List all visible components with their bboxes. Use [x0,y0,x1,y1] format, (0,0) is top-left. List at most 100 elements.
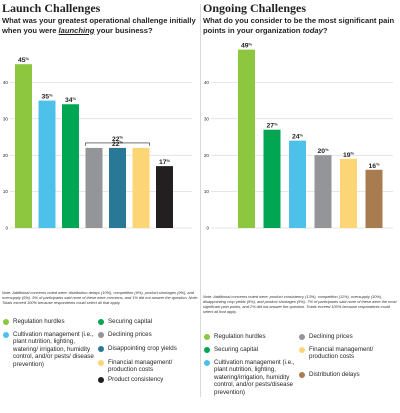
data-label-unit: % [73,96,77,101]
ongoing-note: Note: Additional concerns noted were: pr… [203,294,397,315]
y-tick-label: 40 [3,80,9,85]
launch-note: Note: Additional concerns noted were: di… [2,290,198,306]
ongoing-question-start: What do you consider to be the most sign… [203,16,395,35]
legend-swatch [3,332,9,338]
legend-swatch [98,360,104,366]
data-label: 22% [112,135,124,143]
bar-1 [15,64,32,228]
data-label-unit: % [249,41,253,46]
launch-question: What was your greatest operational chall… [2,16,198,35]
y-tick-label: 10 [204,189,210,194]
legend-swatch [98,332,104,338]
legend-swatch [3,319,9,325]
y-tick-label: 0 [206,226,209,231]
data-label-unit: % [325,147,329,152]
ongoing-question-emphasis: today [302,25,323,35]
data-label-unit: % [351,151,355,156]
legend-label: Disappointing crop yields [108,345,177,352]
legend-swatch [299,334,305,340]
data-label: 20% [317,147,329,155]
legend-label: Declining prices [108,331,152,338]
data-label-unit: % [376,162,380,167]
bar-5 [109,147,126,228]
legend-label: Financial management/ production costs [309,346,374,361]
legend-label: Product consistency [108,376,164,383]
launch-legend-item: Securing capital [98,318,190,325]
bar-3 [289,140,306,228]
ongoing-challenges-panel: Ongoing Challenges What do you consider … [203,0,399,401]
legend-label: Securing capital [214,346,259,353]
ongoing-legend-item: Distribution delays [299,371,391,378]
launch-legend: Regulation hurdles Securing capital Cultiv… [2,318,198,398]
ongoing-question-end: ? [322,25,328,35]
data-label: 35% [41,92,53,100]
legend-label: Regulation hurdles [214,333,266,340]
legend-swatch [204,347,210,353]
data-label: 17% [159,158,171,166]
ongoing-title: Ongoing Challenges [203,1,307,15]
launch-legend-item: Financial management/ production costs [98,359,190,374]
legend-label: Cultivation management (i.e., plant nutr… [13,331,94,368]
legend-swatch [98,346,104,352]
ongoing-legend-item: Declining prices [299,333,391,340]
data-label-unit: % [120,140,124,145]
bar-6 [132,147,150,228]
legend-label: Distribution delays [309,371,360,378]
bar-7 [156,166,173,228]
bar-3 [62,104,79,228]
ongoing-legend: Regulation hurdles Declining prices Securi… [203,333,399,413]
launch-challenges-chart: 0 10 20 30 40 45% 35% 34% 22% 17% 22% [3,56,192,231]
data-label: 45% [18,56,30,64]
launch-legend-item: Product consistency [98,376,190,383]
ongoing-legend-item: Regulation hurdles [204,333,296,340]
legend-label: Regulation hurdles [13,318,65,325]
legend-swatch [98,377,104,383]
ongoing-legend-item: Securing capital [204,346,296,353]
launch-legend-item: Regulation hurdles [3,318,95,325]
y-tick-label: 20 [204,153,210,158]
data-label: 24% [292,132,304,140]
bar-2 [263,129,281,228]
y-tick-label: 30 [3,116,9,121]
y-tick-label: 20 [3,153,9,158]
launch-legend-item: Disappointing crop yields [98,345,190,352]
launch-question-start: What was your greatest operational chall… [2,16,196,35]
bar-4 [314,155,332,228]
legend-swatch [98,319,104,325]
ongoing-question: What do you consider to be the most sign… [203,16,399,35]
launch-title: Launch Challenges [2,1,101,15]
data-label: 22% [112,140,124,148]
legend-swatch [204,360,210,366]
launch-legend-item: Cultivation management (i.e., plant nutr… [3,331,95,368]
y-tick-label: 0 [5,226,8,231]
bar-5 [340,158,357,228]
data-label-unit: % [167,158,171,163]
launch-challenges-panel: Launch Challenges What was your greatest… [2,0,198,401]
ongoing-legend-item: Cultivation management (i.e., plant nutr… [204,359,296,396]
data-label-unit: % [300,132,304,137]
bar-4 [85,147,103,228]
legend-swatch [299,347,305,353]
y-tick-label: 30 [204,116,210,121]
bar-6 [365,169,383,228]
bar-2 [38,100,56,228]
data-label: 27% [266,122,278,130]
legend-label: Financial management/ production costs [108,359,173,374]
data-label: 19% [343,151,355,159]
bar-1 [238,49,255,228]
data-label-unit: % [26,56,30,61]
y-tick-label: 40 [204,80,210,85]
launch-legend-item: Declining prices [98,331,190,338]
data-label-unit: % [274,122,278,127]
data-label-unit: % [49,92,53,97]
launch-question-end: your business? [94,25,153,35]
panel-divider [200,4,201,397]
legend-label: Declining prices [309,333,353,340]
data-label: 16% [368,162,380,170]
legend-label: Securing capital [108,318,153,325]
ongoing-legend-item: Financial management/ production costs [299,346,391,361]
legend-swatch [204,334,210,340]
legend-swatch [299,372,305,378]
data-label-unit: % [120,135,124,140]
data-label: 49% [241,41,253,49]
